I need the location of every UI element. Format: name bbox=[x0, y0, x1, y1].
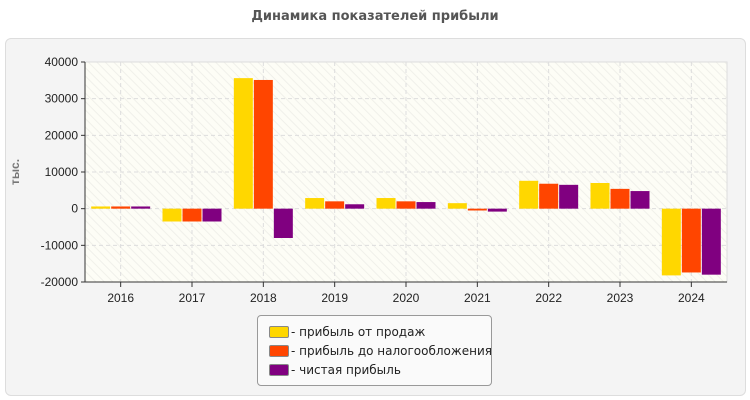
bar-2020-series-1 bbox=[376, 198, 396, 209]
legend-swatch bbox=[269, 325, 289, 338]
y-axis-label: тыс. bbox=[8, 159, 22, 185]
y-tick-label: -10000 bbox=[41, 238, 79, 252]
bar-2016-series-2 bbox=[111, 206, 131, 209]
x-tick-label: 2024 bbox=[678, 291, 705, 305]
bar-2018-series-2 bbox=[253, 79, 273, 209]
bar-2022-series-2 bbox=[539, 183, 559, 209]
bar-2019-series-2 bbox=[325, 201, 345, 209]
legend-item: - прибыль до налогообложения bbox=[269, 343, 492, 358]
bar-2021-series-3 bbox=[487, 208, 507, 212]
bar-2017-series-1 bbox=[162, 208, 182, 222]
y-tick-label: 20000 bbox=[45, 128, 79, 142]
y-tick-label: 0 bbox=[71, 202, 78, 216]
x-tick-label: 2017 bbox=[179, 291, 206, 305]
bar-2016-series-1 bbox=[91, 206, 111, 209]
legend-swatch bbox=[269, 363, 289, 376]
bar-2021-series-2 bbox=[467, 208, 487, 211]
bar-2019-series-3 bbox=[345, 204, 365, 209]
chart-title: Динамика показателей прибыли bbox=[251, 9, 499, 24]
plot-area bbox=[84, 61, 728, 283]
bar-2018-series-3 bbox=[273, 208, 293, 238]
bar-2020-series-2 bbox=[396, 201, 416, 209]
bar-2017-series-3 bbox=[202, 208, 222, 222]
legend-label: - прибыль от продаж bbox=[291, 324, 426, 339]
y-tick-label: 10000 bbox=[45, 165, 79, 179]
legend-label: - прибыль до налогообложения bbox=[291, 343, 492, 358]
x-tick-label: 2019 bbox=[321, 291, 348, 305]
legend-label: - чистая прибыль bbox=[291, 362, 401, 377]
x-tick-label: 2023 bbox=[607, 291, 634, 305]
legend-item: - чистая прибыль bbox=[269, 362, 401, 377]
bar-2021-series-1 bbox=[447, 203, 467, 209]
bar-2023-series-2 bbox=[610, 188, 630, 209]
bar-2023-series-3 bbox=[630, 191, 650, 209]
x-tick-label: 2020 bbox=[393, 291, 420, 305]
y-tick-label: 40000 bbox=[45, 55, 79, 69]
x-tick-label: 2021 bbox=[464, 291, 491, 305]
legend-item: - прибыль от продаж bbox=[269, 324, 425, 339]
y-tick-label: 30000 bbox=[45, 92, 79, 106]
legend: - прибыль от продаж - прибыль до налогооб… bbox=[257, 315, 492, 386]
x-tick-label: 2022 bbox=[535, 291, 562, 305]
bar-2017-series-2 bbox=[182, 208, 202, 222]
legend-swatch bbox=[269, 344, 289, 357]
y-tick-label: -20000 bbox=[41, 275, 79, 289]
bar-2016-series-3 bbox=[131, 206, 151, 209]
x-tick-label: 2016 bbox=[107, 291, 134, 305]
bar-2022-series-3 bbox=[559, 184, 579, 209]
bar-2024-series-2 bbox=[681, 208, 701, 273]
bar-2018-series-1 bbox=[233, 78, 253, 209]
bar-2024-series-3 bbox=[701, 208, 721, 275]
x-tick-label: 2018 bbox=[250, 291, 277, 305]
bar-2020-series-3 bbox=[416, 202, 436, 209]
bar-2024-series-1 bbox=[661, 208, 681, 276]
bar-2019-series-1 bbox=[305, 198, 325, 209]
bar-2023-series-1 bbox=[590, 183, 610, 209]
bar-2022-series-1 bbox=[519, 180, 539, 209]
